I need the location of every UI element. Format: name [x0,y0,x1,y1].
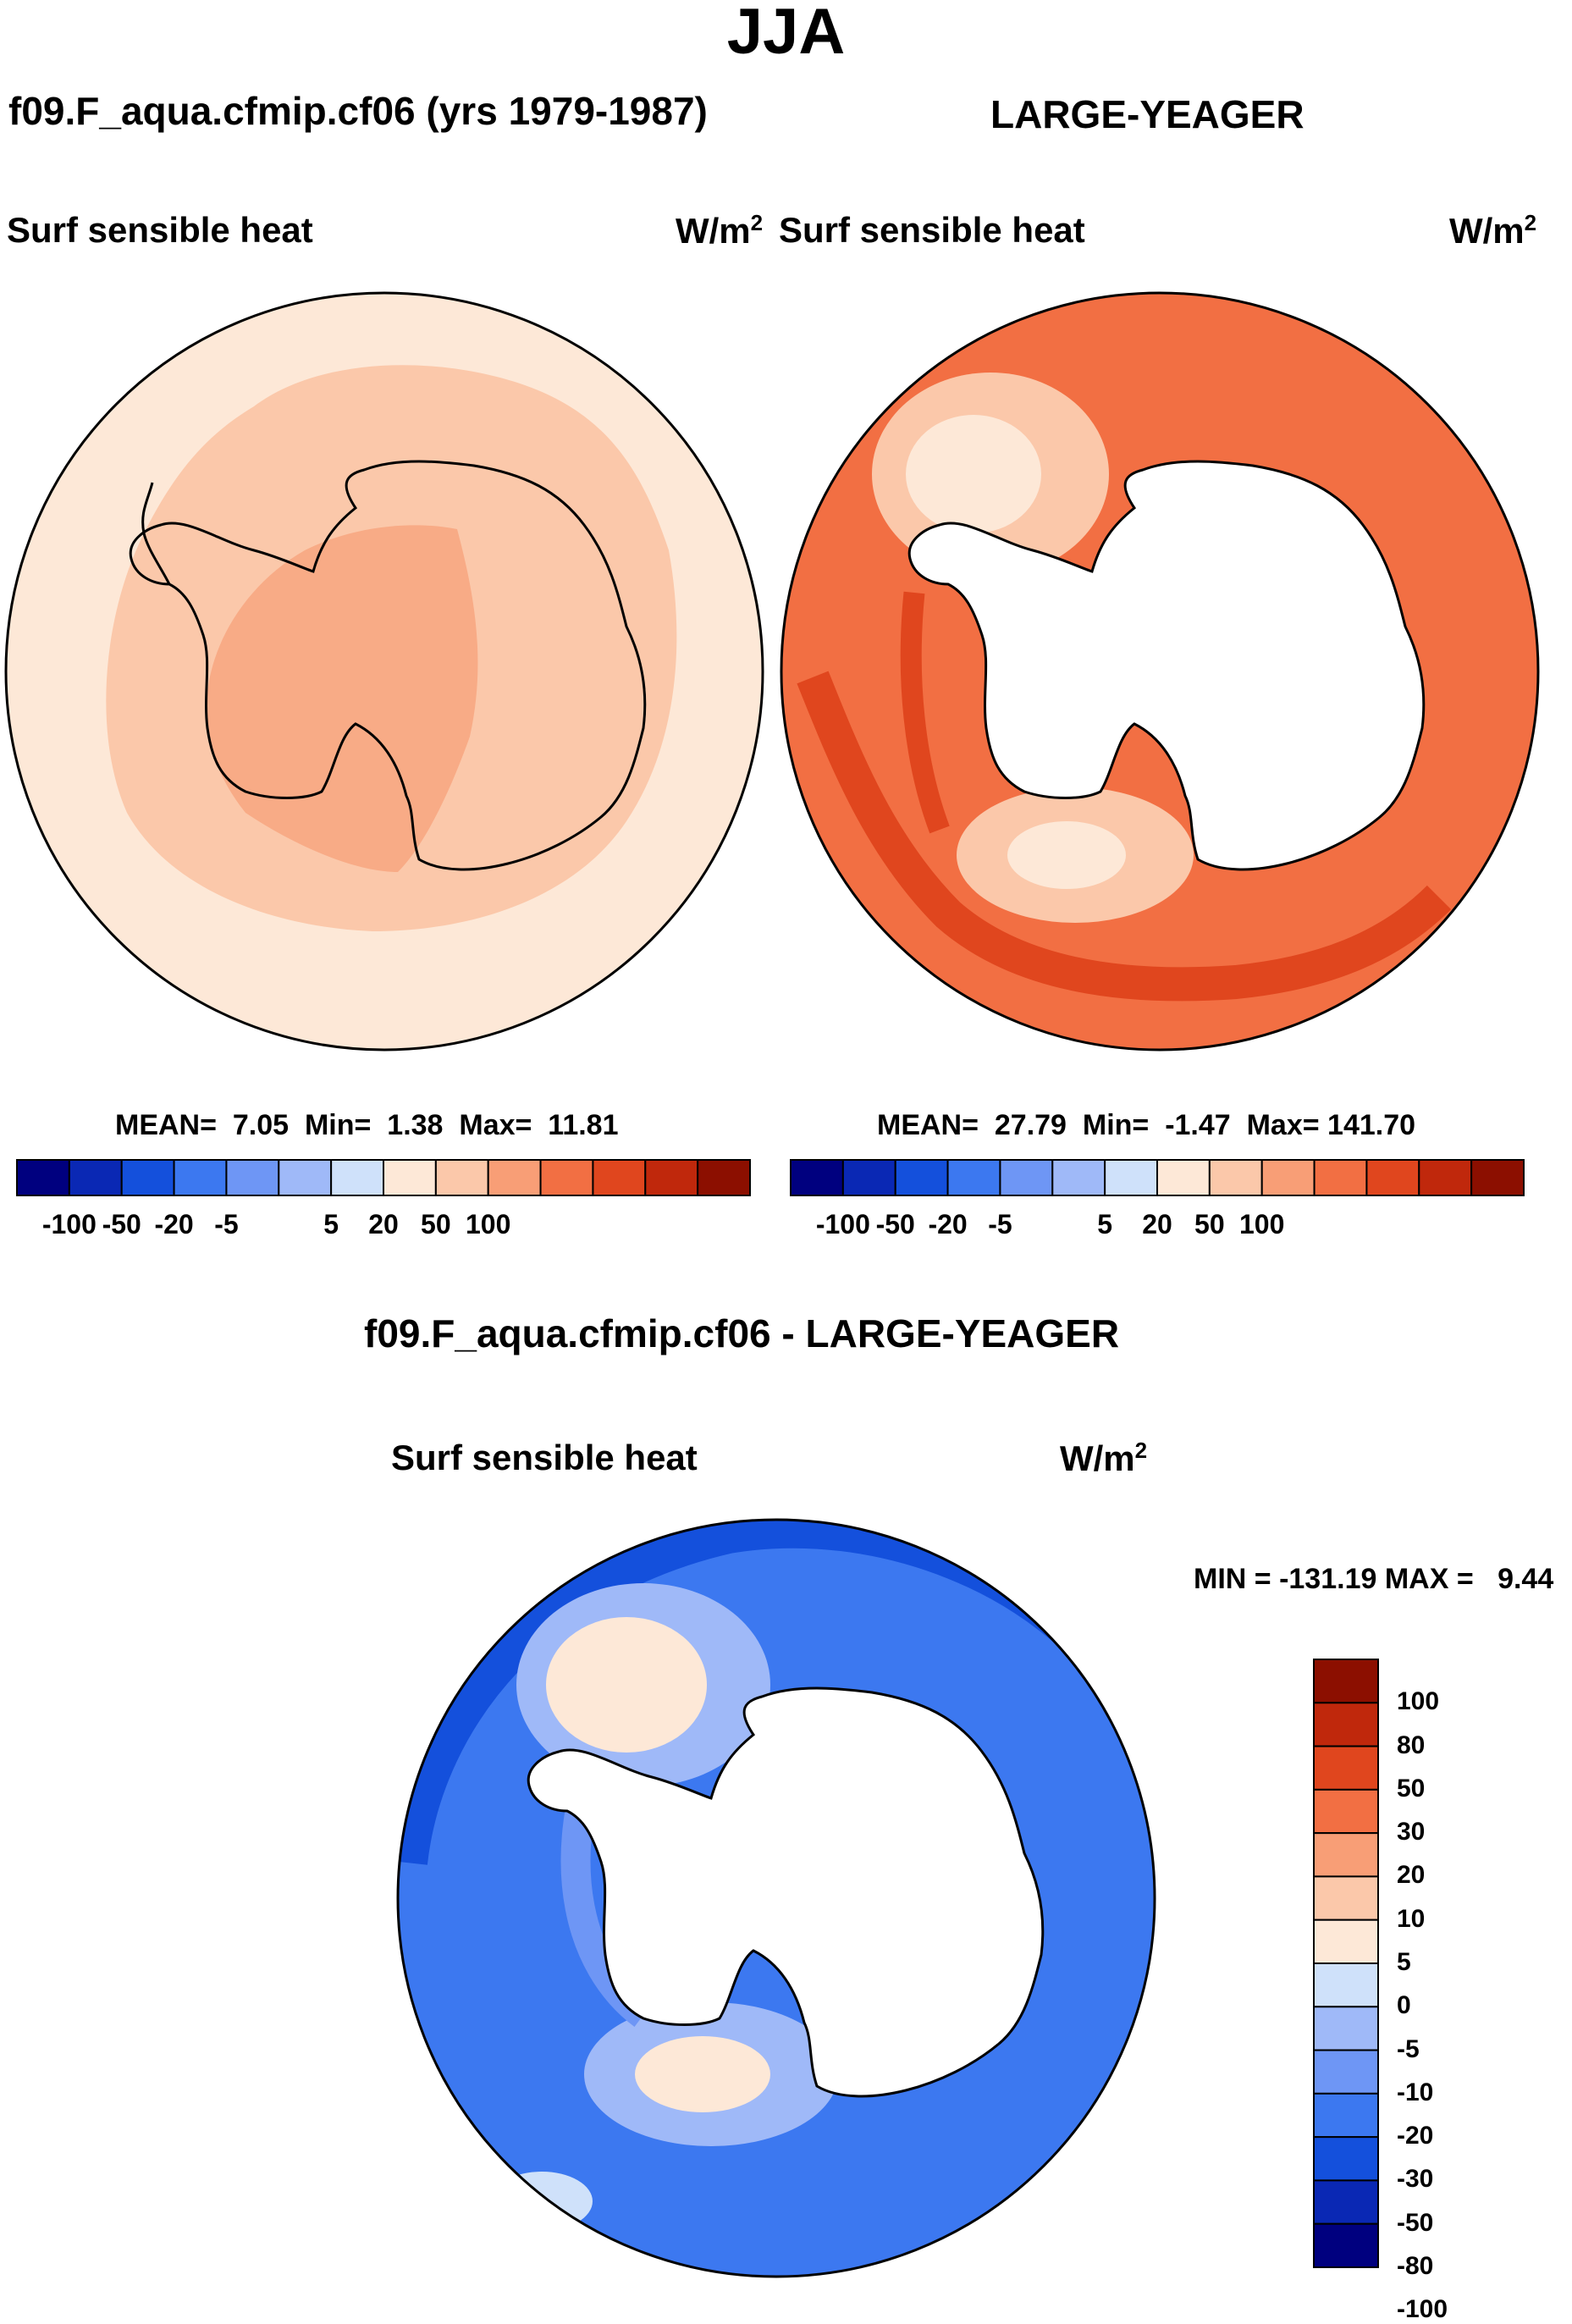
right-stats: MEAN= 27.79 Min= -1.47 Max= 141.70 [877,1109,1416,1141]
diff-colorbar-tick-label: 50 [1397,1774,1426,1802]
diff-colorbar-swatch-13 [1313,2222,1379,2269]
right-colorbar-tick-label: 20 [1142,1209,1172,1239]
right-map-border [780,291,1540,1052]
left-antarctica-coastline [129,460,647,871]
diff-colorbar-swatch-10 [1313,2092,1379,2139]
diff-colorbar-swatch-11 [1313,2136,1379,2182]
right-field-warm-band-2 [900,591,950,834]
right-colorbar-swatch-10 [1313,1159,1368,1196]
right-colorbar-swatch-0 [790,1159,844,1196]
diff-colorbar-tick-label: 5 [1397,1948,1411,1976]
diff-colorbar-tick-label: -10 [1397,2078,1434,2106]
diff-colorbar-tick-label: 100 [1397,1687,1440,1716]
diff-field-light-patch-2-inner [635,2036,770,2112]
left-colorbar-tick-label: -100 [41,1209,97,1239]
left-field-contour-10 [206,525,478,872]
diff-colorbar-swatch-0 [1313,1659,1379,1704]
right-colorbar [790,1159,1525,1196]
diff-colorbar-tick-label: -80 [1397,2252,1434,2280]
right-colorbar-swatch-4 [999,1159,1054,1196]
left-colorbar-tick-label: 20 [368,1209,399,1239]
right-colorbar-swatch-6 [1104,1159,1158,1196]
left-polar-map [4,291,764,1052]
left-colorbar-tick-label: -20 [154,1209,194,1239]
diff-units-label: W/m2 [1060,1438,1148,1478]
diff-map-border [396,1518,1156,2278]
right-colorbar-tick-label: 50 [1194,1209,1225,1239]
left-variable-label: Surf sensible heat [7,210,313,250]
diff-colorbar-swatch-2 [1313,1745,1379,1791]
right-units-label: W/m2 [1449,210,1537,251]
right-colorbar-tick-label: -20 [928,1209,968,1239]
left-colorbar-tick-label: 50 [421,1209,451,1239]
diff-variable-label: Surf sensible heat [391,1438,698,1477]
diff-antarctica-land [527,1686,1045,2098]
diff-colorbar-swatch-7 [1313,1962,1379,2008]
left-units-label: W/m2 [676,210,764,251]
diff-colorbar-tick-label: 20 [1397,1861,1426,1890]
right-colorbar-tick-label: -5 [988,1209,1012,1239]
right-colorbar-tick-label: -50 [875,1209,915,1239]
diff-field-light-patch-1-inner [546,1617,707,1753]
diff-colorbar-swatch-12 [1313,2179,1379,2225]
right-field-warm-band [797,671,1452,1002]
right-antarctica-land [907,460,1426,871]
right-case-title: LARGE-YEAGER [990,92,1304,136]
right-colorbar-tick-label: 5 [1097,1209,1113,1239]
right-colorbar-swatch-1 [841,1159,896,1196]
diff-colorbar-swatch-4 [1313,1832,1379,1878]
left-colorbar-swatch-3 [173,1159,228,1196]
left-peninsula-coastline [141,482,171,585]
figure-title: JJA [726,0,846,68]
diff-colorbar-swatch-1 [1313,1702,1379,1747]
left-colorbar-tick-label: 100 [466,1209,511,1239]
left-colorbar-swatch-8 [434,1159,489,1196]
left-colorbar-swatch-2 [120,1159,175,1196]
diff-colorbar-tick-label: 10 [1397,1904,1426,1933]
diff-case-title: f09.F_aqua.cfmip.cf06 - LARGE-YEAGER [364,1311,1120,1355]
diff-field-light-patch-3 [491,2172,593,2231]
diff-colorbar-tick-label: 80 [1397,1731,1426,1759]
left-map-border [4,291,764,1052]
left-colorbar-tick-label: 5 [323,1209,339,1239]
left-stats: MEAN= 7.05 Min= 1.38 Max= 11.81 [115,1109,619,1141]
right-colorbar-swatch-9 [1260,1159,1316,1196]
left-colorbar-swatch-9 [487,1159,542,1196]
diff-colorbar [1313,1659,1379,2269]
left-colorbar-swatch-13 [697,1159,752,1196]
right-colorbar-swatch-3 [946,1159,1001,1196]
diff-colorbar-tick-label: -5 [1397,2034,1420,2063]
right-colorbar-swatch-5 [1051,1159,1106,1196]
right-field-cool-patch-1-inner [906,415,1041,533]
diff-colorbar-swatch-8 [1313,2006,1379,2051]
diff-colorbar-swatch-3 [1313,1788,1379,1835]
diff-colorbar-tick-label: -100 [1397,2295,1448,2324]
left-colorbar-tick-label: -5 [214,1209,239,1239]
left-colorbar-swatch-11 [592,1159,647,1196]
right-variable-label: Surf sensible heat [779,210,1085,250]
left-colorbar [16,1159,752,1196]
right-colorbar-swatch-13 [1470,1159,1525,1196]
left-colorbar-swatch-0 [16,1159,70,1196]
right-colorbar-tick-label: -100 [815,1209,870,1239]
diff-colorbar-tick-label: 30 [1397,1818,1426,1847]
diff-colorbar-swatch-5 [1313,1875,1379,1921]
diff-minmax: MIN = -131.19 MAX = 9.44 [1194,1563,1554,1595]
left-colorbar-tick-label: -50 [102,1209,141,1239]
diff-colorbar-tick-label: -30 [1397,2165,1434,2194]
left-colorbar-swatch-12 [644,1159,699,1196]
right-polar-map [780,291,1540,1052]
left-case-title: f09.F_aqua.cfmip.cf06 (yrs 1979-1987) [8,89,708,133]
right-colorbar-swatch-12 [1418,1159,1473,1196]
right-colorbar-tick-label: 100 [1239,1209,1285,1239]
diff-colorbar-swatch-9 [1313,2049,1379,2095]
diff-colorbar-tick-label: -50 [1397,2208,1434,2237]
left-colorbar-swatch-6 [330,1159,384,1196]
diff-colorbar-tick-label: -20 [1397,2122,1434,2150]
diff-colorbar-swatch-6 [1313,1918,1379,1965]
diff-colorbar-tick-label: 0 [1397,1991,1411,2020]
right-field-cool-patch-2-inner [1007,821,1126,889]
